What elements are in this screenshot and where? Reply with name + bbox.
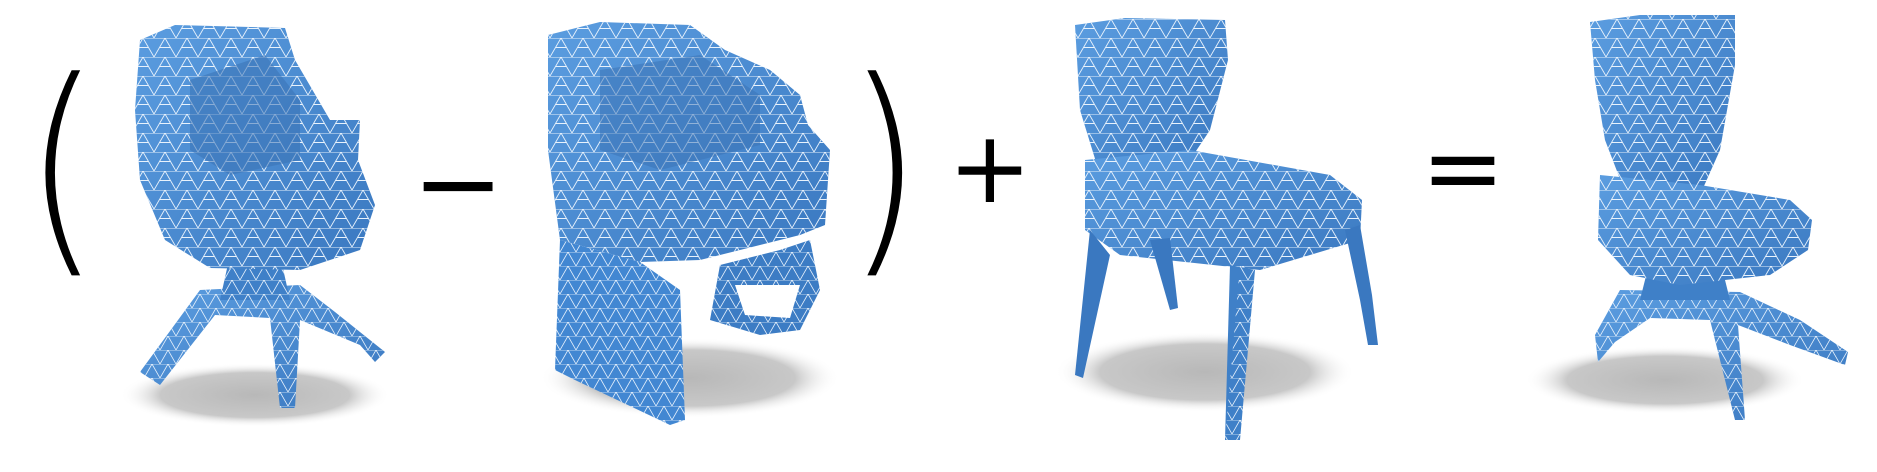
four-leg-chair-mesh [1055,18,1378,440]
pedestal-armchair-mesh [120,25,390,427]
plus-sign: + [948,109,1032,226]
equals-sign: = [1421,109,1505,226]
close-parenthesis: ) [846,33,923,300]
open-parenthesis: ( [24,33,101,300]
result-pedestal-chair-mesh [1525,15,1848,420]
rocking-armchair-mesh [540,22,840,425]
minus-sign: − [412,119,505,247]
